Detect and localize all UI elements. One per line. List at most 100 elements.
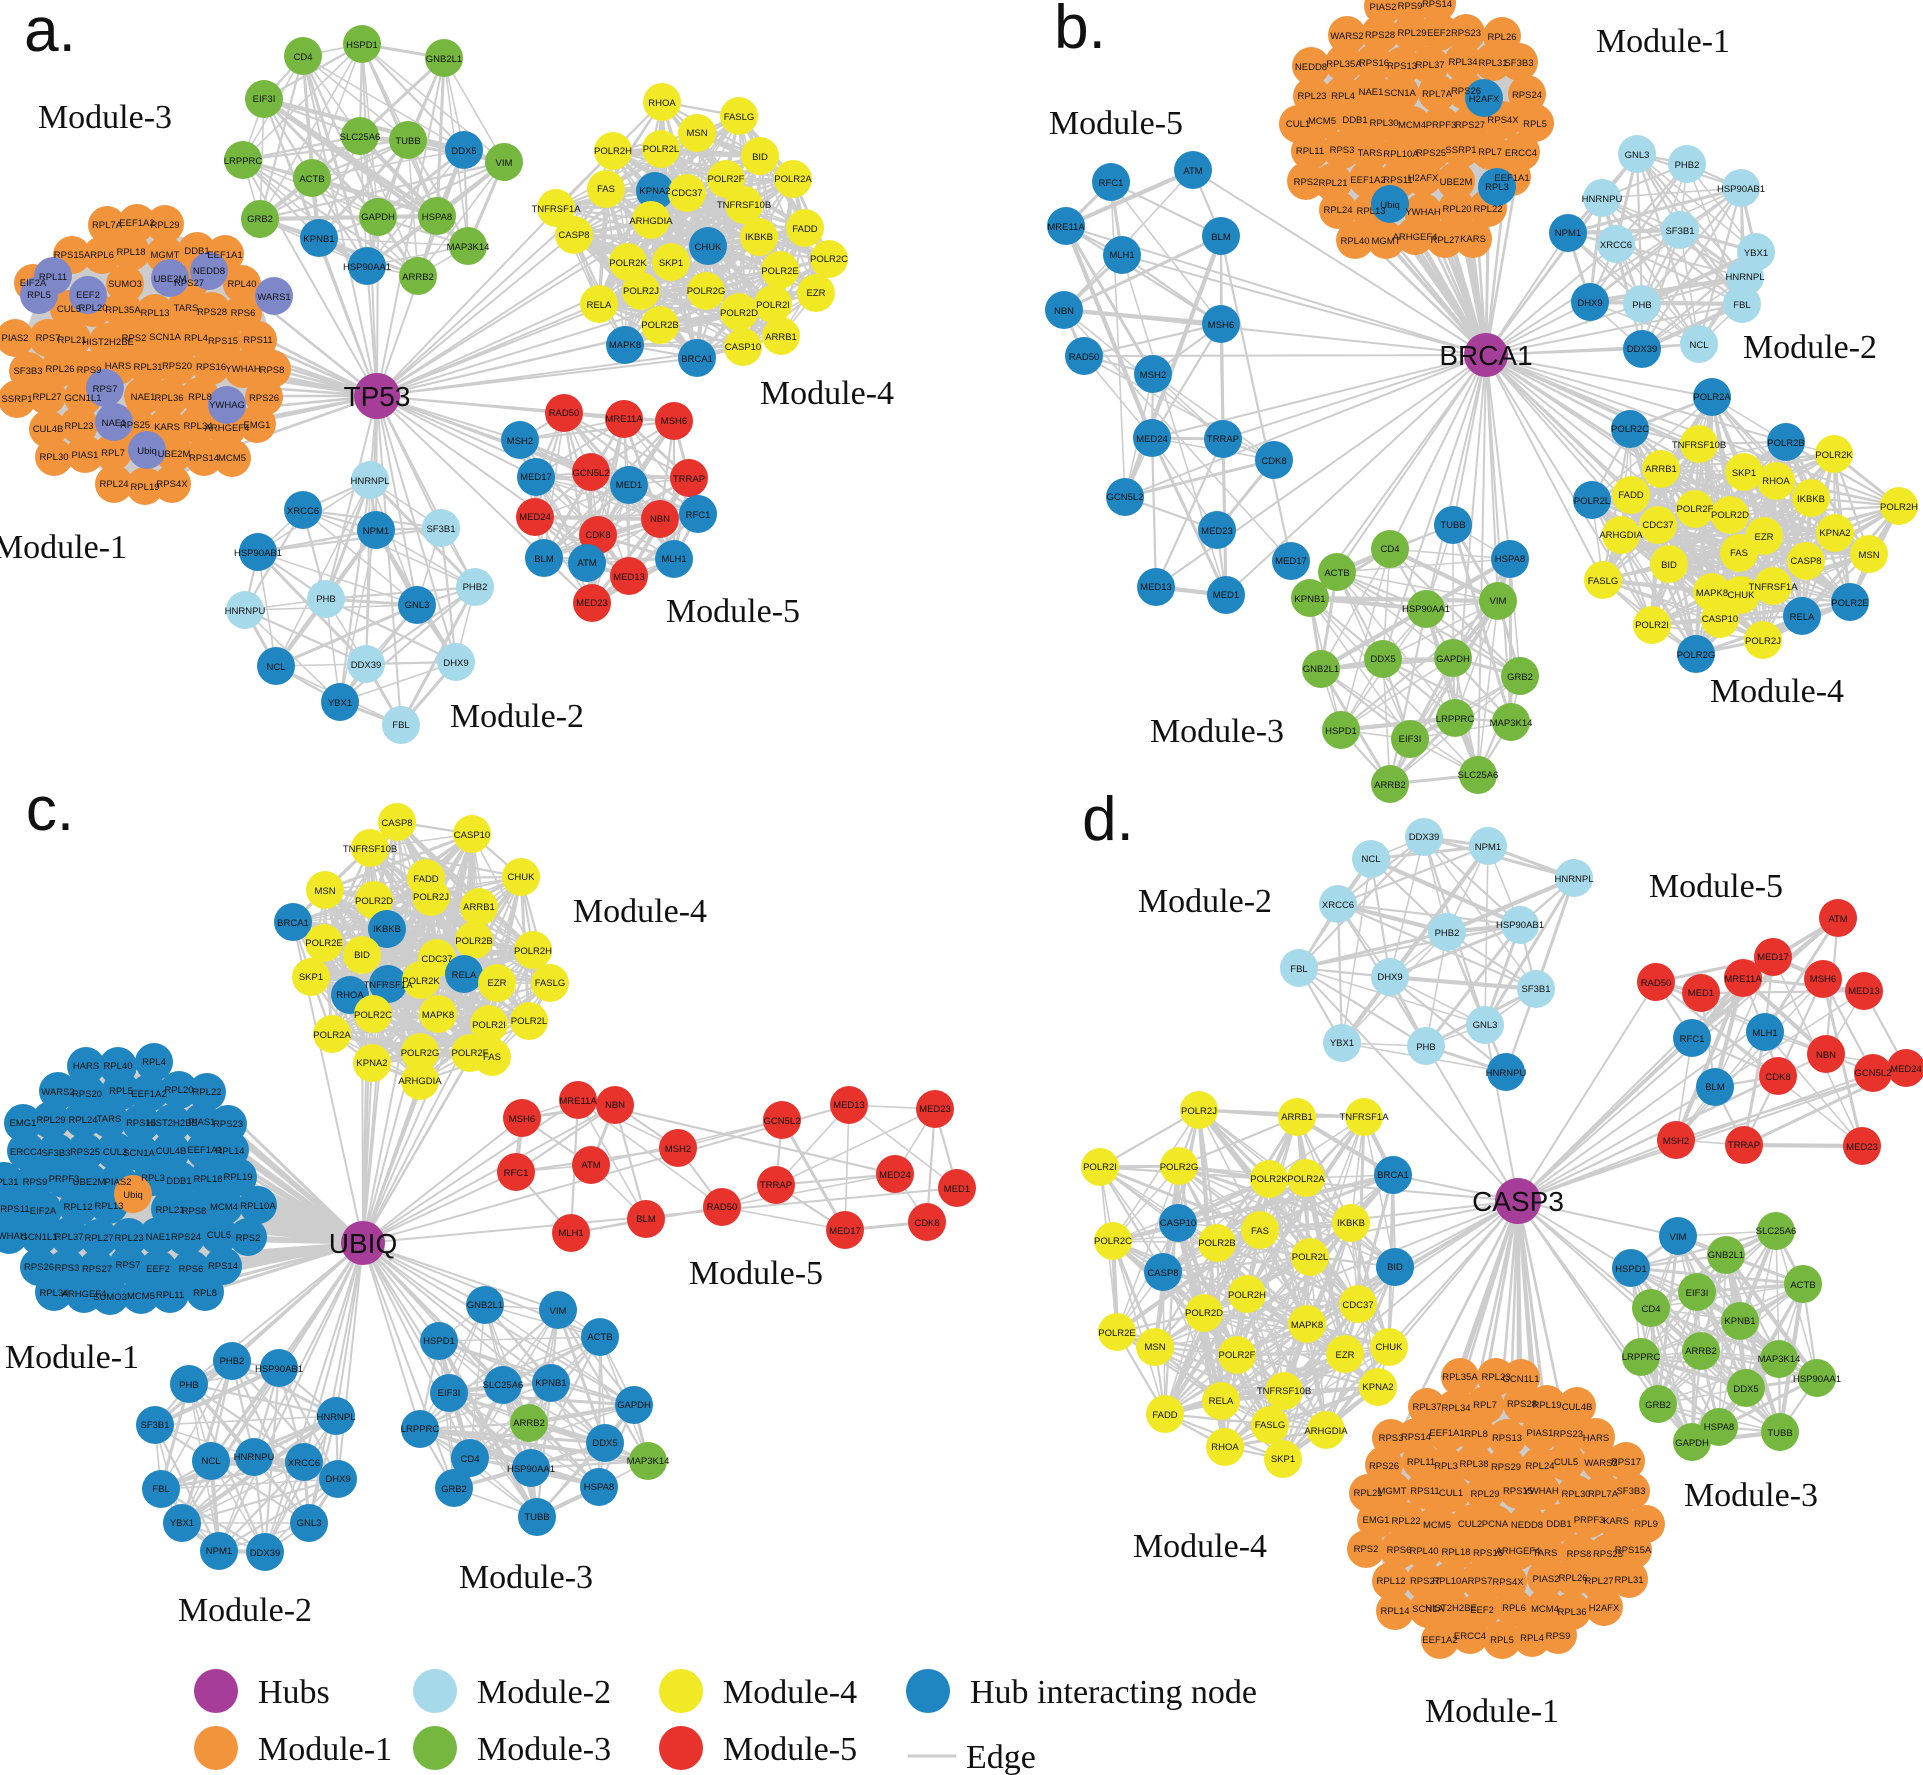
svg-text:RPS14: RPS14 [189, 453, 219, 464]
svg-text:CDC37: CDC37 [421, 954, 452, 965]
svg-text:POLR2F: POLR2F [1677, 504, 1714, 515]
svg-text:NAE1: NAE1 [102, 418, 127, 429]
svg-text:GCN5L2: GCN5L2 [573, 468, 610, 479]
svg-text:RPL26: RPL26 [1487, 32, 1516, 43]
svg-text:HNRNPL: HNRNPL [316, 1412, 355, 1423]
svg-text:DDX5: DDX5 [1370, 654, 1395, 665]
svg-text:RPL34: RPL34 [1441, 1403, 1470, 1414]
svg-text:ERCC4: ERCC4 [1454, 1631, 1486, 1642]
svg-text:RPS9: RPS9 [1546, 1631, 1571, 1642]
svg-text:NPM1: NPM1 [1555, 228, 1581, 239]
svg-text:POLR2H: POLR2H [1880, 502, 1918, 513]
svg-text:EZR: EZR [807, 288, 826, 299]
svg-text:TRRAP: TRRAP [673, 474, 705, 485]
svg-text:RPL12: RPL12 [63, 1202, 92, 1213]
svg-text:MED13: MED13 [613, 572, 645, 583]
svg-text:RPL4: RPL4 [184, 333, 208, 344]
svg-text:DHX9: DHX9 [443, 658, 468, 669]
svg-text:SF3B1: SF3B1 [140, 1420, 169, 1431]
svg-text:Module-4: Module-4 [573, 893, 707, 930]
svg-text:YWHAH: YWHAH [1405, 207, 1441, 218]
svg-text:RPL24: RPL24 [1323, 205, 1352, 216]
svg-text:CD4: CD4 [1641, 1304, 1660, 1315]
svg-text:VIM: VIM [550, 1306, 567, 1317]
svg-text:POLR2C: POLR2C [1094, 1236, 1132, 1247]
svg-text:POLR2B: POLR2B [641, 320, 679, 331]
svg-text:Module-5: Module-5 [723, 1731, 857, 1768]
svg-text:GCN1L1: GCN1L1 [21, 1232, 58, 1243]
svg-text:SKP1: SKP1 [1271, 1454, 1295, 1465]
svg-text:KARS: KARS [154, 422, 180, 433]
svg-text:LRPPRC: LRPPRC [224, 156, 263, 167]
svg-text:NCL: NCL [201, 1456, 220, 1467]
svg-text:TRRAP: TRRAP [1207, 434, 1239, 445]
svg-text:MCM5: MCM5 [1423, 1520, 1451, 1531]
svg-text:POLR2B: POLR2B [1198, 1238, 1236, 1249]
svg-text:HSPA8: HSPA8 [422, 212, 452, 223]
svg-text:RPL37: RPL37 [54, 1232, 83, 1243]
svg-text:RPL23: RPL23 [1297, 91, 1326, 102]
svg-text:RPL13: RPL13 [140, 308, 169, 319]
svg-text:NBN: NBN [1816, 1050, 1836, 1061]
svg-text:RPL20: RPL20 [78, 303, 107, 314]
svg-text:RPL10A: RPL10A [240, 1201, 276, 1212]
svg-text:Module-4: Module-4 [1710, 673, 1844, 710]
svg-text:RPS3: RPS3 [55, 1263, 80, 1274]
svg-text:DDB1: DDB1 [166, 1176, 191, 1187]
svg-text:MAP3K14: MAP3K14 [1758, 1354, 1801, 1365]
svg-text:GNB2L1: GNB2L1 [1303, 664, 1339, 675]
svg-text:RPS2: RPS2 [1294, 177, 1319, 188]
svg-text:UBE2M: UBE2M [1440, 177, 1473, 188]
svg-text:SF3B1: SF3B1 [1665, 226, 1694, 237]
svg-text:RPL36: RPL36 [1557, 1607, 1586, 1618]
svg-text:HSP90AB1: HSP90AB1 [255, 1364, 303, 1375]
svg-text:YWHAH: YWHAH [225, 364, 261, 375]
svg-text:POLR2B: POLR2B [455, 936, 493, 947]
svg-text:RPL14: RPL14 [215, 1146, 244, 1157]
svg-text:RPL10A: RPL10A [1432, 1576, 1468, 1587]
svg-text:UBE2M: UBE2M [158, 449, 191, 460]
svg-text:TRRAP: TRRAP [760, 1180, 792, 1191]
svg-text:SF3B1: SF3B1 [426, 524, 455, 535]
svg-text:GRB2: GRB2 [441, 1484, 467, 1495]
svg-text:POLR2F: POLR2F [1219, 1350, 1256, 1361]
svg-text:RPS17: RPS17 [1611, 1457, 1641, 1468]
svg-text:MED13: MED13 [1140, 582, 1172, 593]
svg-text:POLR2D: POLR2D [355, 896, 393, 907]
svg-text:NBN: NBN [1054, 306, 1074, 317]
svg-text:POLR2C: POLR2C [1611, 424, 1649, 435]
svg-text:HNRNPL: HNRNPL [1554, 874, 1593, 885]
svg-text:RELA: RELA [587, 300, 612, 311]
svg-text:ARRB1: ARRB1 [1645, 464, 1677, 475]
svg-text:RHOA: RHOA [1762, 476, 1790, 487]
svg-text:GNB2L1: GNB2L1 [467, 1300, 503, 1311]
svg-text:CUL4B: CUL4B [33, 424, 64, 435]
svg-text:EEF1A2: EEF1A2 [119, 218, 154, 229]
svg-text:MED1: MED1 [1688, 988, 1714, 999]
svg-text:SUMO3: SUMO3 [93, 1292, 127, 1303]
svg-text:RPS13: RPS13 [1387, 61, 1417, 72]
svg-text:FBL: FBL [152, 1484, 169, 1495]
svg-text:PHB2: PHB2 [220, 1356, 245, 1367]
svg-text:NAE1: NAE1 [1359, 87, 1384, 98]
svg-text:EIF3I: EIF3I [438, 1388, 461, 1399]
svg-text:Module-5: Module-5 [689, 1255, 823, 1292]
svg-text:RPL4: RPL4 [1331, 91, 1355, 102]
svg-text:WARS2: WARS2 [1330, 31, 1363, 42]
svg-text:MED23: MED23 [576, 598, 608, 609]
svg-text:EZR: EZR [1755, 532, 1774, 543]
svg-text:Module-4: Module-4 [1133, 1528, 1267, 1565]
svg-text:PHB: PHB [1416, 1042, 1436, 1053]
svg-text:POLR2J: POLR2J [413, 892, 449, 903]
svg-text:RPL8: RPL8 [193, 1288, 217, 1299]
svg-text:RPS28: RPS28 [1507, 1399, 1537, 1410]
svg-text:RPS15: RPS15 [1503, 1486, 1533, 1497]
svg-text:POLR2L: POLR2L [1574, 496, 1610, 507]
svg-text:MED24: MED24 [519, 512, 551, 523]
svg-text:CUL1: CUL1 [1439, 1488, 1463, 1499]
svg-text:HSPA8: HSPA8 [1495, 554, 1525, 565]
svg-text:POLR2G: POLR2G [1160, 1162, 1199, 1173]
svg-text:RPL5: RPL5 [27, 290, 51, 301]
svg-text:RPL24: RPL24 [68, 1115, 97, 1126]
svg-text:CASP10: CASP10 [454, 830, 490, 841]
